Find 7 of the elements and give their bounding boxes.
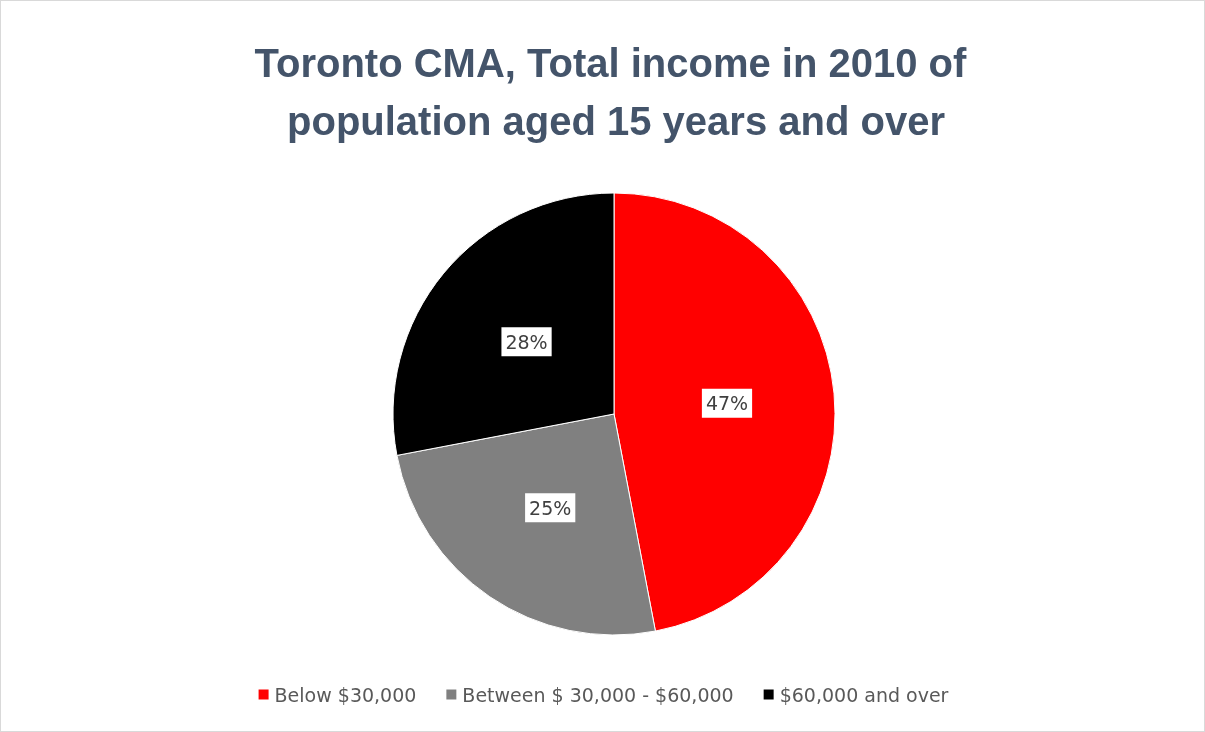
legend-label: Below $30,000: [274, 683, 417, 706]
legend-label: Between $ 30,000 - $60,000: [462, 683, 734, 706]
chart-title: Toronto CMA, Total income in 2010 of population aged 15 years and over: [254, 41, 978, 143]
data-label: 28%: [505, 330, 548, 353]
legend-label: $60,000 and over: [779, 683, 949, 706]
data-label: 47%: [705, 392, 749, 415]
data-label: 25%: [529, 496, 572, 519]
